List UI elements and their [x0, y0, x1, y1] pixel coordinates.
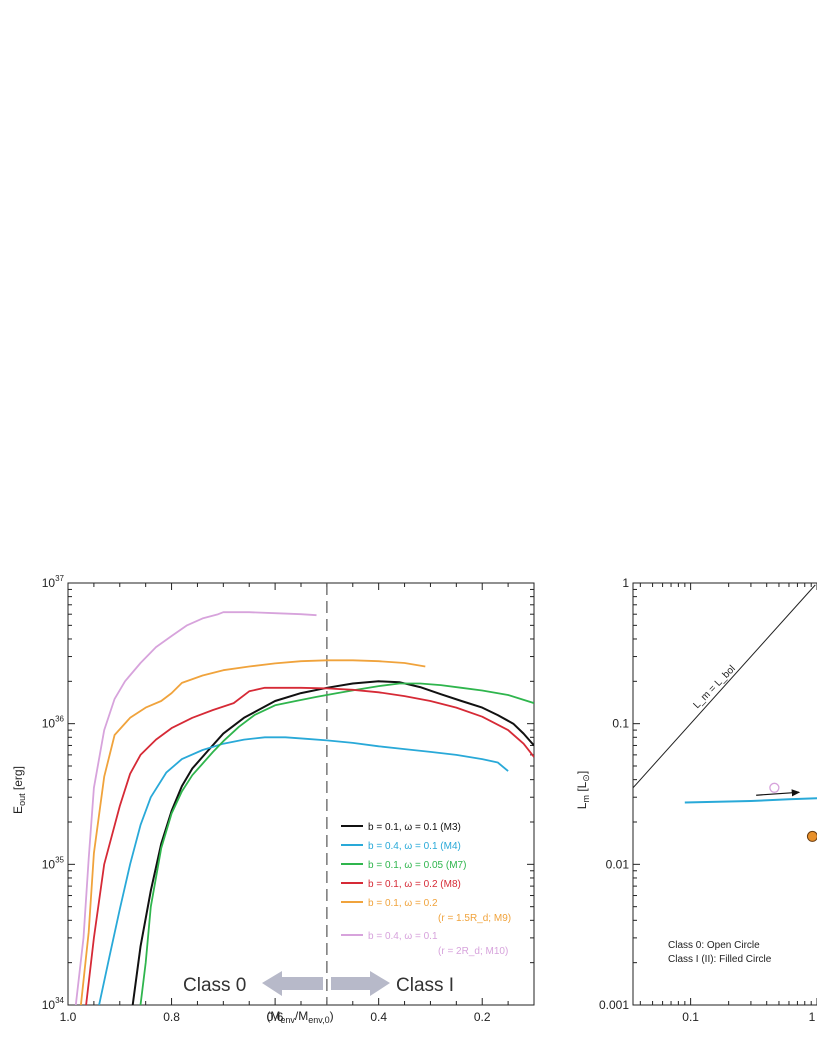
reference-line-label: L_m = L_bol [691, 663, 737, 710]
class-1-arrow [331, 971, 390, 996]
left-y-axis-label: Eout [erg] [11, 766, 27, 814]
legend-label-m3: b = 0.1, ω = 0.1 (M3) [368, 822, 461, 833]
class-1-label: Class I [396, 975, 454, 996]
right-x-tick-label: 1 [809, 1010, 816, 1024]
right-y-tick-label: 0.01 [606, 857, 630, 871]
open-circle-marker [769, 782, 780, 793]
legend-label-m4: b = 0.4, ω = 0.1 (M4) [368, 841, 461, 852]
series-line-m9 [80, 659, 426, 1005]
series-line-m4 [98, 736, 509, 1005]
legend-label-m8: b = 0.1, ω = 0.2 (M8) [368, 879, 461, 890]
right-series-group: L_m = L_bol [633, 584, 817, 842]
right-y-axis-label: Lm [L⊙] [575, 771, 591, 809]
legend-label-m7: b = 0.1, ω = 0.05 (M7) [368, 860, 466, 871]
reference-line [633, 584, 816, 789]
legend-label-m9: (r = 1.5R_d; M9) [438, 913, 511, 924]
legend-label-m10: b = 0.4, ω = 0.1 [368, 931, 438, 942]
left-y-tick-label: 1035 [42, 855, 65, 871]
left-legend: b = 0.1, ω = 0.1 (M3) b = 0.4, ω = 0.1 (M… [341, 822, 511, 957]
class-0-note: Class 0: Open Circle [668, 940, 760, 951]
right-series-line-0 [684, 797, 817, 804]
class-arrows: Class 0 Class I [183, 971, 454, 996]
series-line-m7 [139, 682, 534, 1005]
right-panel: 0.001 0.01 0.1 1 0.1 1 L_m = L_bol Lm [L⊙] Cl… [575, 576, 817, 1024]
right-y-tick-label: 0.001 [599, 998, 629, 1012]
right-x-tick-label: 0.1 [682, 1010, 699, 1024]
filled-circle-marker [806, 830, 817, 842]
legend-label-m10: (r = 2R_d; M10) [438, 946, 508, 957]
class-0-arrow [262, 971, 323, 996]
right-plot-frame [632, 582, 817, 1006]
left-y-tick-label: 1037 [42, 574, 65, 590]
evolution-arrow [756, 789, 801, 797]
left-x-tick-label: 0.4 [370, 1010, 387, 1024]
left-x-tick-label: 0.2 [474, 1010, 491, 1024]
left-series-group [74, 611, 534, 1005]
class-0-label: Class 0 [183, 975, 246, 996]
left-x-tick-label: 0.8 [163, 1010, 180, 1024]
left-x-axis-label: (Menv/Menv,0) [266, 1009, 333, 1025]
series-line-m10 [74, 611, 317, 1005]
legend-label-m9: b = 0.1, ω = 0.2 [368, 898, 438, 909]
left-y-tick-label: 1036 [42, 715, 65, 731]
left-plot-frame [67, 582, 535, 1006]
right-y-tick-label: 0.1 [612, 717, 629, 731]
right-y-tick-label: 1 [622, 576, 629, 590]
series-line-m8 [85, 686, 534, 1005]
left-x-tick-label: 0.6 [267, 1010, 284, 1024]
class-1-note: Class I (II): Filled Circle [668, 954, 772, 965]
left-x-tick-label: 1.0 [60, 1010, 77, 1024]
right-axis-ticks: 0.001 0.01 0.1 1 0.1 1 [599, 576, 817, 1024]
